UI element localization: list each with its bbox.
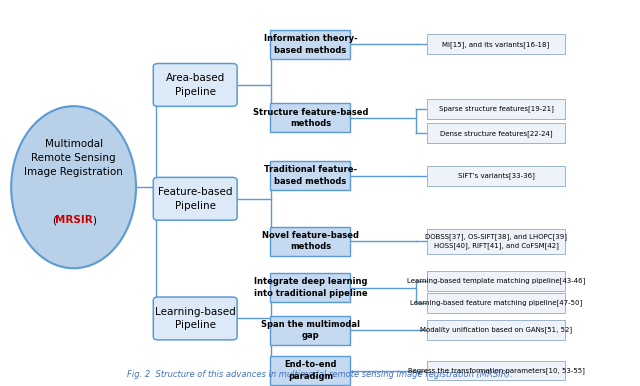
FancyBboxPatch shape xyxy=(154,297,237,340)
Text: SIFT’s variants[33-36]: SIFT’s variants[33-36] xyxy=(458,172,534,179)
FancyBboxPatch shape xyxy=(428,99,564,119)
FancyBboxPatch shape xyxy=(428,229,564,254)
FancyBboxPatch shape xyxy=(428,271,564,291)
FancyBboxPatch shape xyxy=(270,161,351,190)
FancyBboxPatch shape xyxy=(270,316,351,344)
Text: Span the multimodal
gap: Span the multimodal gap xyxy=(261,320,360,340)
Text: Structure feature-based
methods: Structure feature-based methods xyxy=(253,108,368,128)
FancyBboxPatch shape xyxy=(428,123,564,143)
Text: ): ) xyxy=(92,215,96,225)
FancyBboxPatch shape xyxy=(270,356,351,385)
Text: MRSIR: MRSIR xyxy=(55,215,92,225)
Ellipse shape xyxy=(12,106,136,268)
Text: Fig. 2  Structure of this advances in multimodal remote sensing image registrati: Fig. 2 Structure of this advances in mul… xyxy=(127,370,513,379)
FancyBboxPatch shape xyxy=(270,227,351,256)
Text: Sparse structure features[19-21]: Sparse structure features[19-21] xyxy=(438,105,554,112)
Text: Learning-based
Pipeline: Learning-based Pipeline xyxy=(155,306,236,330)
Text: (: ( xyxy=(52,215,56,225)
Text: Novel feature-based
methods: Novel feature-based methods xyxy=(262,231,359,251)
Text: Information theory-
based methods: Information theory- based methods xyxy=(264,34,357,54)
Text: Area-based
Pipeline: Area-based Pipeline xyxy=(166,73,225,97)
Text: Multimodal
Remote Sensing
Image Registration: Multimodal Remote Sensing Image Registra… xyxy=(24,139,123,177)
Text: Regress the transformation parameters[10, 53-55]: Regress the transformation parameters[10… xyxy=(408,367,584,374)
Text: Modality unification based on GANs[51, 52]: Modality unification based on GANs[51, 5… xyxy=(420,327,572,334)
FancyBboxPatch shape xyxy=(270,273,351,302)
FancyBboxPatch shape xyxy=(270,103,351,132)
Text: DOBSS[37], OS-SIFT[38], and LHOPC[39]
HOSS[40], RIFT[41], and CoFSM[42]: DOBSS[37], OS-SIFT[38], and LHOPC[39] HO… xyxy=(425,234,567,249)
Text: Learning-based feature matching pipeline[47-50]: Learning-based feature matching pipeline… xyxy=(410,300,582,306)
FancyBboxPatch shape xyxy=(428,166,564,186)
Text: Integrate deep learning
into traditional pipeline: Integrate deep learning into traditional… xyxy=(253,278,367,298)
Text: End-to-end
paradigm: End-to-end paradigm xyxy=(284,361,337,381)
FancyBboxPatch shape xyxy=(428,293,564,313)
Text: MI[15], and its variants[16-18]: MI[15], and its variants[16-18] xyxy=(442,41,550,48)
Text: Learning-based template matching pipeline[43-46]: Learning-based template matching pipelin… xyxy=(407,278,585,284)
Text: Dense structure features[22-24]: Dense structure features[22-24] xyxy=(440,130,552,137)
FancyBboxPatch shape xyxy=(428,320,564,340)
FancyBboxPatch shape xyxy=(428,34,564,54)
Text: Feature-based
Pipeline: Feature-based Pipeline xyxy=(158,187,232,211)
FancyBboxPatch shape xyxy=(428,361,564,380)
Text: Traditional feature-
based methods: Traditional feature- based methods xyxy=(264,166,357,186)
FancyBboxPatch shape xyxy=(154,178,237,220)
FancyBboxPatch shape xyxy=(270,30,351,59)
FancyBboxPatch shape xyxy=(154,63,237,106)
